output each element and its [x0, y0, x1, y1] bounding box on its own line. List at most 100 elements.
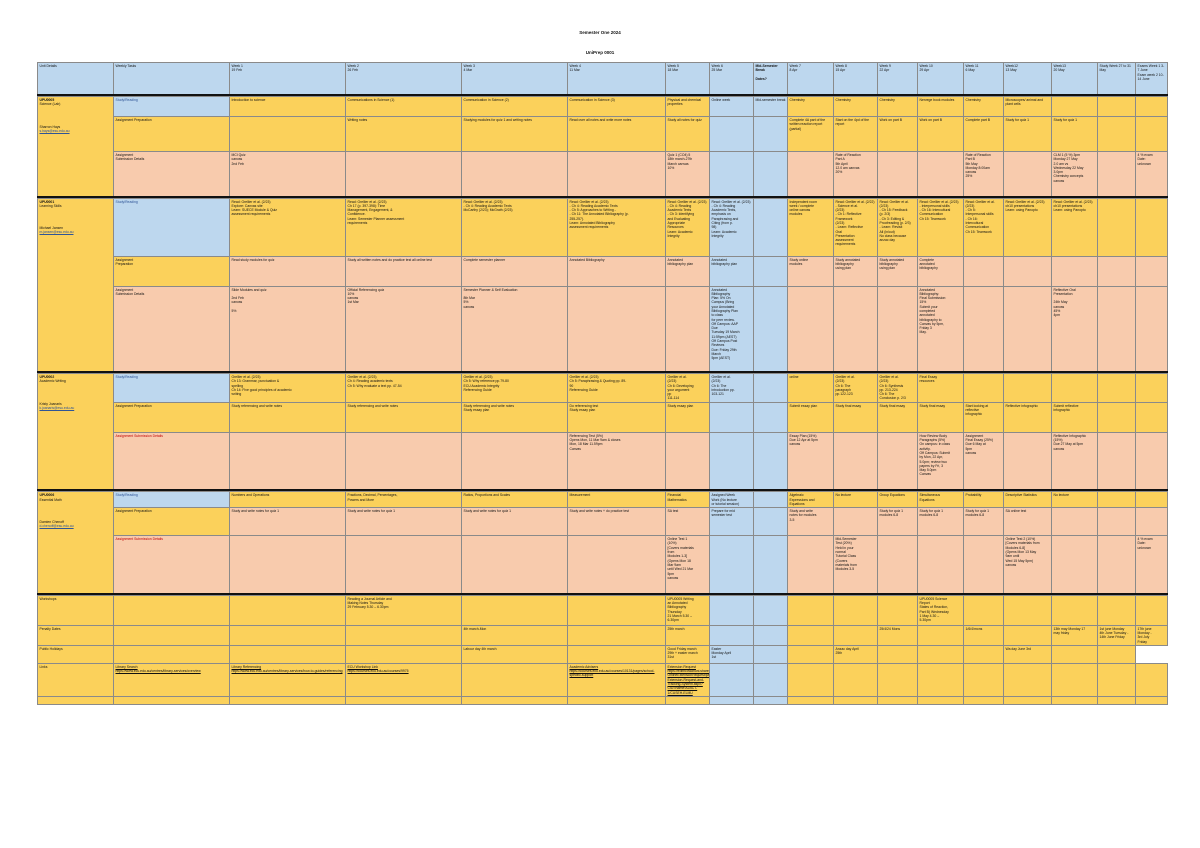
- schedule-cell-text: Study annotated bibliography using plan: [835, 257, 861, 271]
- schedule-cell: [753, 507, 788, 537]
- schedule-cell: Submit essay plan: [787, 401, 834, 433]
- schedule-cell: Study for quiz 1 modules 6-8: [917, 507, 964, 537]
- resource-link[interactable]: ECU Workshop Link https://courses.ecu.ed…: [345, 662, 462, 697]
- schedule-cell: [1003, 285, 1052, 373]
- schedule-cell: Read: Grellier et al. (2/23) ch10 presen…: [1051, 197, 1098, 257]
- resource-link[interactable]: Academic Advisers https://courses.ecu.ed…: [567, 662, 666, 697]
- info-cell-text: 4th march-Mon: [463, 626, 487, 631]
- unit-name: Academic Writing: [39, 379, 66, 384]
- column-header-text: Week 11 6 May: [965, 64, 979, 73]
- info-cell: [113, 594, 230, 626]
- schedule-cell-text: Grellier et al. (2/23) Ch 4: Reading aca…: [347, 375, 402, 388]
- info-cell: [113, 644, 230, 664]
- schedule-cell: [753, 373, 788, 403]
- schedule-cell: Read: Grellier et al. (2/22) - Science e…: [833, 197, 878, 257]
- empty-cell: [1097, 695, 1136, 705]
- schedule-cell: Communication in Science (2): [461, 96, 568, 117]
- schedule-cell-text: Start looking at reflective infographic: [965, 403, 989, 417]
- column-header: Week 11 6 May: [963, 62, 1004, 96]
- unit-email[interactable]: m.jansen@esu.edu.au: [39, 230, 74, 235]
- schedule-cell: Grellier et al. (2/23) Ch 6: The paragra…: [833, 373, 878, 403]
- schedule-cell: [1135, 431, 1168, 491]
- schedule-cell: Assignment Final Essay (25%) Due 6 May a…: [963, 431, 1004, 491]
- info-cell: [1003, 594, 1052, 626]
- schedule-cell: Grellier et al. (2/23) Ch 6: Developing …: [665, 373, 710, 403]
- empty-row: [37, 695, 1168, 705]
- schedule-cell: Complete annotated bibliography: [917, 255, 964, 287]
- unit-separator: [37, 94, 1168, 97]
- info-cell: [753, 644, 788, 664]
- info-cell-text: Reading a Journal Article and Making Not…: [347, 596, 392, 610]
- schedule-cell: Writing notes: [345, 116, 462, 152]
- schedule-cell-text: Read over all notes and write more notes: [569, 118, 632, 122]
- schedule-cell-text: Communication in Science (3): [569, 98, 615, 102]
- schedule-cell: Annotated Bibliography: Final Submission…: [917, 285, 964, 373]
- unit-row: UPU0005 Science (Lab) Sharron Hays s.hays@e…: [37, 96, 1168, 197]
- info-cell: [709, 594, 754, 626]
- schedule-cell: Measurement: [567, 491, 666, 509]
- info-row-label: Public Holidays: [37, 644, 114, 664]
- schedule-cell-text: Read: Grellier et al. (2/23) - Ch 5: Int…: [965, 199, 995, 234]
- schedule-cell-text: Reflective Infographic (15%) Due 27 May …: [1053, 433, 1087, 451]
- schedule-cell-text: Study referencing and write notes: [347, 403, 399, 408]
- schedule-cell-text: Independent room week / complete online …: [789, 199, 818, 217]
- task-type-label-text: Study/Reading: [115, 98, 138, 102]
- schedule-cell: Grellier et al. (2/23) Ch 5: Paraphrasin…: [567, 373, 666, 403]
- unit-email[interactable]: d.chenoff@esu.edu.au: [39, 524, 74, 529]
- schedule-cell: [753, 151, 788, 197]
- schedule-cell: Descriptive Statistics: [1003, 491, 1052, 509]
- schedule-cell: Complete semester planner: [461, 255, 568, 287]
- column-header: Study Week 27 to 31 May: [1097, 62, 1136, 96]
- info-cell: [461, 662, 568, 697]
- schedule-cell-text: Simultaneous Equations: [919, 493, 941, 502]
- schedule-cell-text: Study referencing and write notes Study …: [463, 403, 515, 413]
- unit-row: Assignment Preparation Read study modules…: [38, 255, 1168, 287]
- schedule-cell: Quiz 1 (CO4) 5 18th march-27th March can…: [665, 151, 710, 197]
- unit-row: Assignment Preparation Study and write no…: [38, 507, 1168, 537]
- empty-cell: [709, 695, 754, 705]
- schedule-cell: Final Essay resources: [917, 373, 964, 403]
- schedule-cell: [567, 535, 666, 595]
- schedule-cell: [877, 431, 918, 491]
- schedule-cell: SA online test: [1003, 507, 1052, 537]
- schedule-cell-text: Financial Mathematics: [667, 493, 687, 502]
- schedule-cell-text: Annotated bibliography plan: [711, 257, 738, 266]
- resource-link[interactable]: Library Referencing https://www.ecu.edu.…: [229, 662, 346, 697]
- info-cell-text: 25/4/24 Mons: [879, 626, 901, 631]
- unit-email[interactable]: k.joanaris@esu.edu.au: [39, 405, 75, 410]
- schedule-cell: Slide Modules and quiz 2nd Feb canvas 5%: [229, 285, 346, 373]
- schedule-cell: Study and write notes + do practice test: [567, 507, 666, 537]
- schedule-cell: Work on part B: [877, 116, 918, 152]
- resource-link[interactable]: Extension Request https://edithcowanuni.…: [665, 662, 710, 697]
- info-row-label-text: Penalty Dates: [39, 626, 61, 631]
- info-row-label: Workshops: [37, 594, 114, 626]
- schedule-cell-text: Submit essay plan: [789, 403, 818, 408]
- schedule-cell: Algebraic Expressions and Equations: [787, 491, 834, 509]
- schedule-cell-text: Algebraic Expressions and Equations: [789, 493, 815, 506]
- info-row: Workshops Reading a Journal Article and M…: [37, 594, 1168, 626]
- schedule-cell: Read: Grellier et al. (2/23) Ch 17 (p. 3…: [345, 197, 462, 257]
- schedule-cell: [709, 116, 754, 152]
- schedule-cell: Group Equations: [877, 491, 918, 509]
- schedule-cell: [753, 255, 788, 287]
- column-header: Week 1 19 Feb: [229, 62, 346, 96]
- schedule-cell-text: MCI Quiz canvas 2nd Feb: [231, 153, 246, 166]
- schedule-cell-text: Read: Grellier et al. (2/23) - Ch 4: Rea…: [569, 199, 629, 230]
- schedule-cell: MCI Quiz canvas 2nd Feb: [229, 151, 346, 197]
- task-type-label-text: Assignment Submission Details: [115, 153, 145, 162]
- unit-code: UPU0005: [39, 98, 55, 102]
- task-type-label: Assignment Submission Details: [113, 431, 230, 491]
- unit-email[interactable]: s.hays@esu.edu.au: [39, 128, 70, 133]
- schedule-cell: Grellier et al. (2/23) Ch 4: Reading aca…: [345, 373, 462, 403]
- schedule-cell: Study annotated bibliography using plan: [877, 255, 918, 287]
- resource-link[interactable]: Library Search https://www.ecu.edu.au/ce…: [113, 662, 230, 697]
- schedule-cell: [567, 151, 666, 197]
- schedule-cell-text: Read: Grellier et al. (2/23) Explore: Ca…: [231, 199, 277, 217]
- info-cell-text: 1st june Monday 4th June Tuesday - 14th …: [1099, 626, 1129, 640]
- schedule-cell: [787, 151, 834, 197]
- schedule-cell: Study and write notes for modules 3-5: [787, 507, 834, 537]
- task-type-label-text: Assignment Preparation: [115, 509, 152, 514]
- column-header: Week 9 22 Apr: [877, 62, 918, 96]
- schedule-cell: [753, 491, 788, 509]
- schedule-cell: [833, 285, 878, 373]
